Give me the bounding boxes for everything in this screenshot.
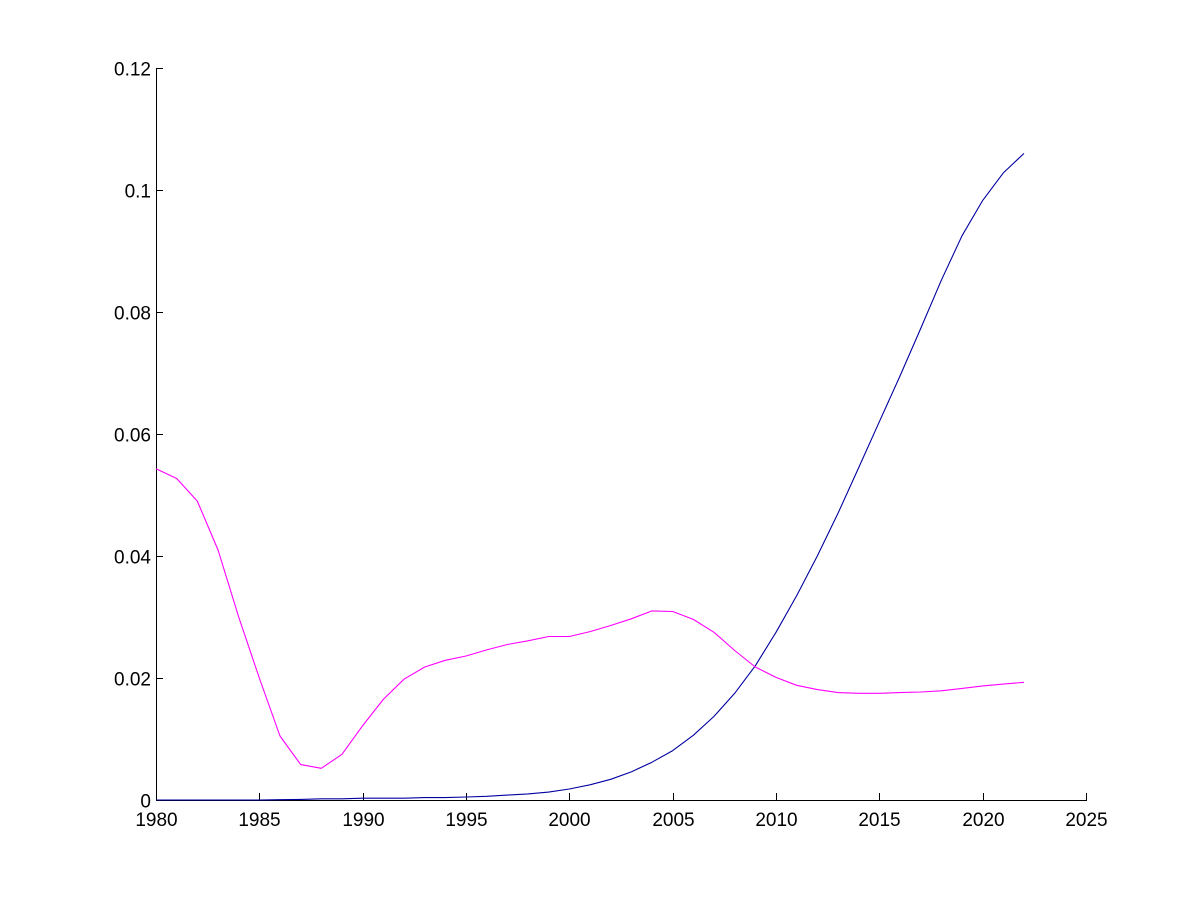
x-tick-label: 1990 xyxy=(342,810,384,831)
y-tick-label: 0.1 xyxy=(125,182,151,203)
series-line-2 xyxy=(155,468,1025,769)
y-tick-label: 0.06 xyxy=(114,426,151,447)
y-tick-label: 0.02 xyxy=(114,670,151,691)
x-tick-label: 2020 xyxy=(962,810,1004,831)
y-ticks: 0 0.02 0.04 0.06 0.08 0.1 0.12 xyxy=(114,60,163,813)
y-tick-label: 0.04 xyxy=(114,548,151,569)
x-tick-label: 2015 xyxy=(858,810,900,831)
series-line-1 xyxy=(156,152,1025,801)
x-tick-label: 2010 xyxy=(755,810,797,831)
x-tick-label: 2000 xyxy=(548,810,590,831)
x-tick-label: 1980 xyxy=(135,810,177,831)
y-tick-label: 0.12 xyxy=(114,60,151,81)
x-tick-label: 2005 xyxy=(652,810,694,831)
y-tick-label: 0 xyxy=(140,792,151,813)
x-tick-label: 2025 xyxy=(1065,810,1107,831)
x-tick-label: 1995 xyxy=(445,810,487,831)
plot-series xyxy=(155,152,1025,801)
x-ticks: 1980 1985 1990 1995 2000 2005 2010 2015 2020 2025 xyxy=(135,793,1108,831)
x-tick-label: 1985 xyxy=(238,810,280,831)
y-tick-label: 0.08 xyxy=(114,304,151,325)
